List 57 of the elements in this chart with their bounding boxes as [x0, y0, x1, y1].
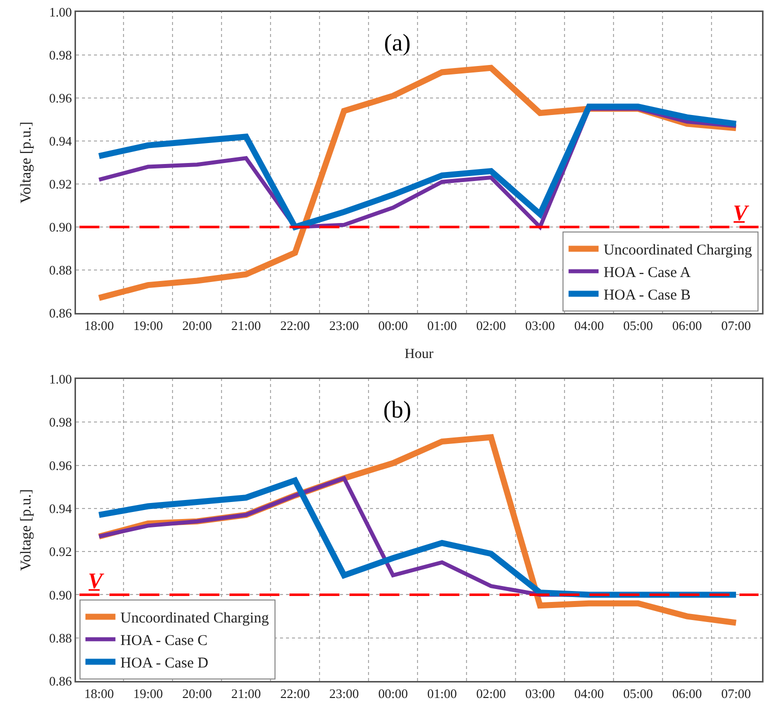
legend-label: HOA - Case B: [604, 288, 691, 304]
x-tick-label: 22:00: [280, 318, 310, 334]
x-tick-label: 01:00: [427, 318, 457, 334]
x-tick-label: 18:00: [84, 686, 114, 702]
x-tick-label: 18:00: [84, 318, 114, 334]
x-tick-label: 05:00: [623, 318, 653, 334]
x-tick-label: 23:00: [329, 686, 359, 702]
x-tick-label: 00:00: [378, 318, 408, 334]
legend-label: Uncoordinated Charging: [120, 610, 270, 627]
x-tick-label: 06:00: [672, 318, 702, 334]
legend-label: HOA - Case C: [120, 633, 208, 650]
y-tick-label: 0.98: [49, 414, 72, 430]
text: (b): [383, 397, 412, 424]
x-tick-label: 20:00: [182, 686, 212, 702]
y-tick-label: 0.86: [49, 306, 72, 321]
y-tick-label: 1.00: [49, 372, 72, 387]
x-tick-label: 02:00: [476, 318, 506, 334]
x-tick-label: 19:00: [133, 686, 163, 702]
legend-label: HOA - Case A: [604, 265, 691, 282]
x-tick-label: 23:00: [329, 318, 359, 334]
y-tick-label: 0.98: [49, 48, 72, 63]
x-tick-label: 21:00: [231, 318, 261, 334]
x-tick-label: 03:00: [525, 318, 555, 334]
y-tick-label: 0.90: [49, 220, 72, 235]
legend-label: Uncoordinated Charging: [604, 242, 753, 259]
text: (a): [384, 30, 411, 56]
y-tick-label: 0.94: [49, 134, 72, 149]
legend-label: HOA - Case D: [120, 656, 209, 672]
x-tick-label: 04:00: [574, 686, 604, 702]
x-tick-label: 00:00: [378, 686, 408, 702]
y-axis-title: Voltage [p.u.]: [18, 122, 35, 204]
y-tick-label: 0.86: [49, 674, 72, 689]
x-tick-label: 22:00: [280, 686, 310, 702]
y-tick-label: 0.96: [49, 458, 72, 473]
ref-line-label: V̲: [733, 200, 750, 225]
y-tick-label: 0.88: [49, 262, 72, 278]
y-axis-title: Voltage [p.u.]: [18, 489, 35, 571]
x-tick-label: 03:00: [525, 686, 555, 702]
ref-line-label: V̲: [88, 568, 105, 593]
x-tick-label: 07:00: [721, 318, 751, 334]
x-tick-label: 05:00: [623, 686, 653, 702]
y-tick-label: 0.88: [49, 630, 72, 646]
x-axis-title: Hour: [404, 347, 434, 362]
y-tick-label: 0.92: [49, 176, 72, 192]
x-tick-label: 04:00: [574, 318, 604, 334]
x-tick-label: 19:00: [133, 318, 163, 334]
y-tick-label: 1.00: [49, 4, 72, 20]
x-tick-label: 06:00: [672, 686, 702, 702]
x-tick-label: 21:00: [231, 686, 261, 702]
x-tick-label: 01:00: [427, 686, 457, 702]
y-tick-label: 0.90: [49, 587, 72, 602]
y-tick-label: 0.94: [49, 500, 72, 516]
x-tick-label: 07:00: [721, 686, 751, 702]
x-tick-label: 20:00: [182, 318, 212, 334]
y-tick-label: 0.92: [49, 544, 72, 560]
x-tick-label: 02:00: [476, 686, 506, 702]
y-tick-label: 0.96: [49, 90, 72, 106]
